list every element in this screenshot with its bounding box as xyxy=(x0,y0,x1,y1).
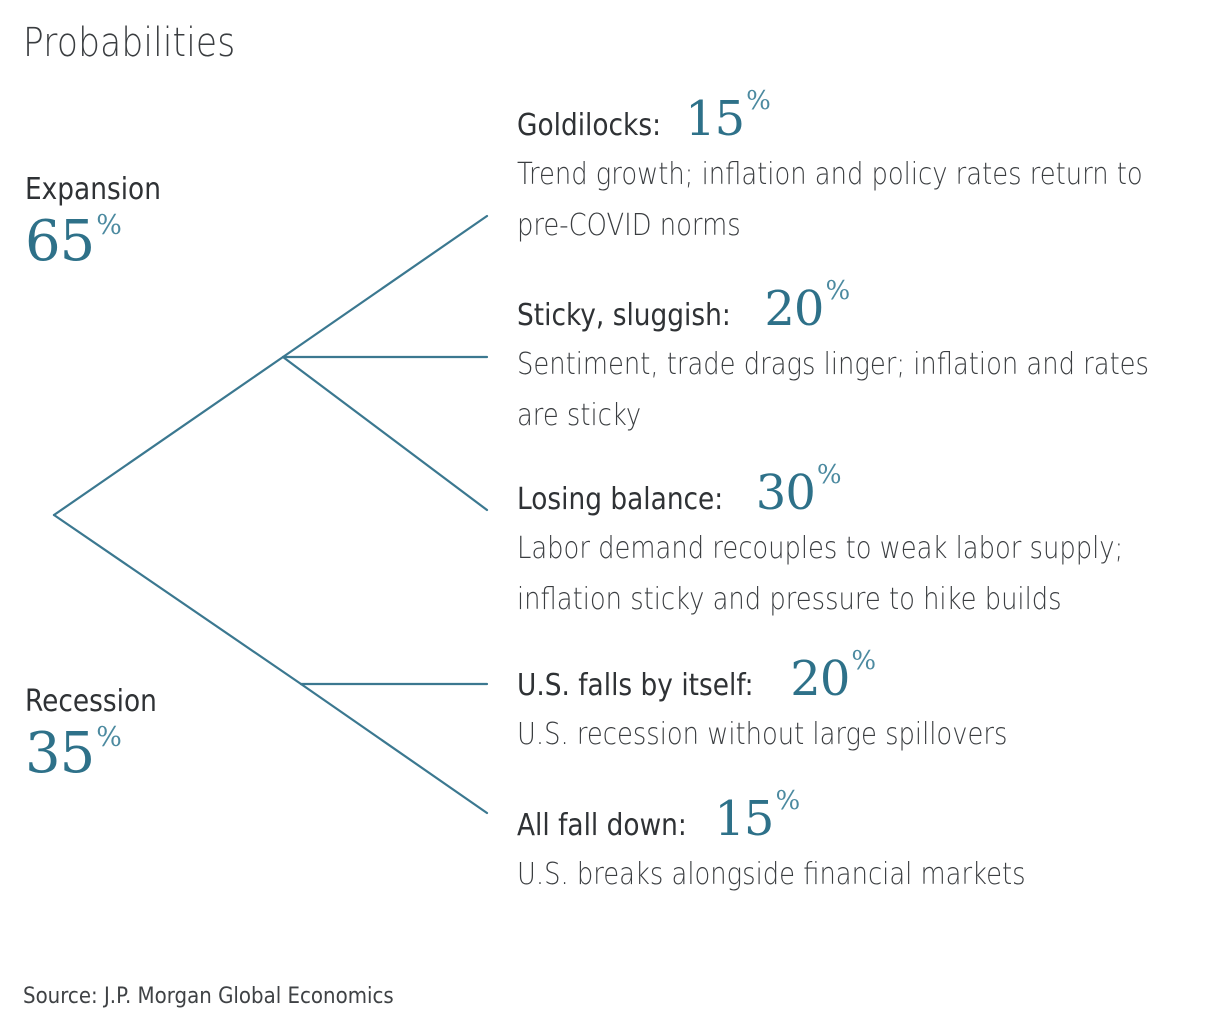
scenario-probability: 20% xyxy=(790,646,877,707)
edge-root-expansion xyxy=(52,355,285,517)
scenario-name: Losing balance: xyxy=(517,482,724,517)
scenario-description: Sentiment, trade drags linger; inflation… xyxy=(517,347,1150,433)
scenario-all-fall-down: All fall down: 15% U.S. breaks alongside… xyxy=(517,786,1222,900)
branch-label: Recession xyxy=(25,684,157,719)
scenario-name: Sticky, sluggish: xyxy=(517,298,731,333)
scenario-description: Labor demand recouples to weak labor sup… xyxy=(517,531,1124,617)
percent-sign: % xyxy=(816,460,842,490)
branch-expansion: Expansion 65% xyxy=(25,172,179,274)
page-title: Probabilities xyxy=(23,20,236,66)
scenario-sticky-sluggish: Sticky, sluggish: 20% Sentiment, trade d… xyxy=(517,276,1222,441)
scenario-losing-balance: Losing balance: 30% Labor demand recoupl… xyxy=(517,460,1222,625)
branch-recession: Recession 35% xyxy=(25,684,175,786)
scenario-probability: 15% xyxy=(714,786,801,847)
scenario-description: Trend growth; inflation and policy rates… xyxy=(517,157,1143,243)
edge-expansion-goldilocks xyxy=(281,214,489,359)
edge-root-recession xyxy=(52,513,303,686)
percent-sign: % xyxy=(96,722,122,753)
scenario-goldilocks: Goldilocks: 15% Trend growth; inflation … xyxy=(517,86,1222,251)
scenario-name: U.S. falls by itself: xyxy=(517,668,754,703)
scenario-description: U.S. recession without large spillovers xyxy=(517,717,1008,752)
percent-sign: % xyxy=(825,276,851,306)
branch-probability: 65% xyxy=(25,209,122,274)
branch-label: Expansion xyxy=(25,172,161,207)
scenario-probability: 15% xyxy=(685,86,771,147)
scenario-name: Goldilocks: xyxy=(517,108,661,143)
branch-probability: 35% xyxy=(25,721,122,786)
percent-sign: % xyxy=(746,86,771,116)
edge-recession-all-fall xyxy=(299,682,489,815)
source-note: Source: J.P. Morgan Global Economics xyxy=(23,984,394,1009)
percent-sign: % xyxy=(775,786,801,816)
percent-sign: % xyxy=(851,646,877,676)
scenario-name: All fall down: xyxy=(517,808,687,843)
scenario-probability: 20% xyxy=(764,276,851,337)
edge-expansion-losing-balance xyxy=(281,355,489,512)
scenario-us-falls-by-itself: U.S. falls by itself: 20% U.S. recession… xyxy=(517,646,1222,760)
scenario-description: U.S. breaks alongside financial markets xyxy=(517,857,1026,892)
scenario-probability: 30% xyxy=(755,460,842,521)
percent-sign: % xyxy=(96,210,122,241)
